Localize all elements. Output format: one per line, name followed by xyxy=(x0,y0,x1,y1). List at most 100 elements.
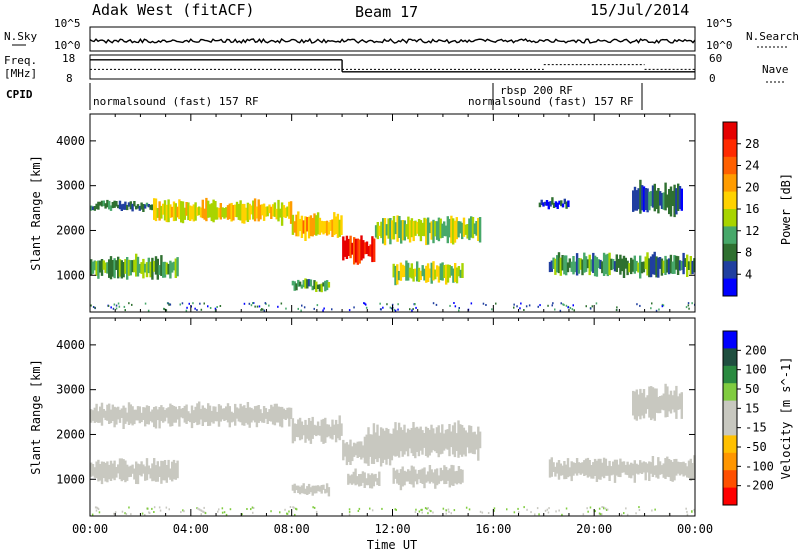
power-noise-cell xyxy=(551,304,553,307)
colorbar-block xyxy=(723,348,737,367)
velocity-echo-cell xyxy=(124,460,127,483)
velocity-echo-cell xyxy=(95,403,98,423)
power-noise-cell xyxy=(571,308,574,311)
power-noise-cell xyxy=(107,304,110,307)
velocity-echo-cell xyxy=(648,461,651,481)
power-echo-cell xyxy=(309,215,313,237)
velocity-echo-cell xyxy=(118,409,122,423)
velocity-echo-cell xyxy=(140,461,143,477)
velocity-echo-cell xyxy=(228,406,231,428)
velocity-noise-cell xyxy=(685,507,687,510)
power-echo-cell xyxy=(606,253,609,277)
velocity-echo-cell xyxy=(329,426,332,439)
power-echo-cell xyxy=(199,207,203,218)
velocity-echo-cell xyxy=(354,468,357,486)
colorbar-block xyxy=(723,418,737,436)
power-echo-cell xyxy=(99,201,102,206)
power-heatmap-cells xyxy=(90,179,696,312)
velocity-echo-cell xyxy=(659,396,662,414)
velocity-noise-cell xyxy=(442,507,445,510)
velocity-noise-cell xyxy=(294,513,296,516)
velocity-echo-cell xyxy=(586,457,590,478)
velocity-echo-cell xyxy=(417,428,421,457)
velocity-echo-cell xyxy=(622,461,626,473)
power-echo-cell xyxy=(304,216,307,241)
y-tick-label: 4000 xyxy=(56,338,85,352)
power-echo-cell xyxy=(338,219,341,237)
velocity-echo-cell xyxy=(318,486,322,492)
power-echo-cell xyxy=(394,222,397,235)
power-echo-cell xyxy=(396,215,399,242)
velocity-noise-cell xyxy=(582,513,585,516)
power-echo-cell xyxy=(124,259,127,274)
velocity-noise-cell xyxy=(95,506,98,509)
velocity-echo-cell xyxy=(468,425,471,454)
power-echo-cell xyxy=(264,206,268,217)
velocity-echo-cell xyxy=(348,475,352,484)
power-echo-cell xyxy=(109,205,113,211)
power-echo-cell xyxy=(561,203,565,208)
velocity-echo-cell xyxy=(548,459,552,478)
power-echo-cell xyxy=(631,259,635,272)
velocity-echo-cell xyxy=(385,427,388,450)
velocity-echo-cell xyxy=(455,433,458,451)
velocity-echo-cell xyxy=(167,459,170,478)
velocity-echo-cell xyxy=(239,403,242,423)
velocity-echo-cell xyxy=(414,469,417,482)
power-echo-cell xyxy=(117,256,120,279)
power-echo-cell xyxy=(559,257,562,276)
power-echo-cell xyxy=(405,260,408,281)
velocity-echo-cell xyxy=(403,470,406,486)
power-echo-cell xyxy=(117,204,120,209)
velocity-echo-cell xyxy=(367,427,370,460)
velocity-noise-cell xyxy=(217,510,219,513)
power-echo-cell xyxy=(462,217,466,237)
power-noise-cell xyxy=(525,305,528,308)
velocity-echo-cell xyxy=(185,404,188,424)
velocity-echo-cell xyxy=(363,472,366,488)
velocity-echo-cell xyxy=(280,406,284,428)
velocity-echo-cell xyxy=(210,410,213,423)
velocity-echo-cell xyxy=(671,461,674,482)
power-echo-cell xyxy=(613,261,617,272)
power-echo-cell xyxy=(100,200,104,207)
velocity-noise-cell xyxy=(430,510,432,513)
velocity-echo-cell xyxy=(235,407,239,419)
power-echo-cell xyxy=(572,256,575,275)
velocity-noise-cell xyxy=(594,510,596,513)
power-echo-cell xyxy=(554,201,558,208)
power-echo-cell xyxy=(167,199,170,223)
power-panel: Slant Range [km] 1000 2000 3000 4000 xyxy=(29,113,696,313)
power-echo-cell xyxy=(419,220,423,242)
velocity-echo-cell xyxy=(342,439,345,461)
power-echo-cell xyxy=(588,254,591,276)
power-y-ticks: 1000 2000 3000 4000 xyxy=(56,134,695,282)
velocity-echo-cell xyxy=(255,405,259,428)
velocity-echo-cell xyxy=(147,406,150,425)
power-echo-cell xyxy=(169,260,172,279)
velocity-noise-cell xyxy=(203,506,205,509)
power-noise-cell xyxy=(389,306,392,309)
velocity-echo-cell xyxy=(316,485,320,492)
power-echo-cell xyxy=(325,280,329,291)
power-echo-cell xyxy=(302,280,305,288)
velocity-noise-cell xyxy=(148,511,150,514)
colorbar-tick-label: 100 xyxy=(745,363,767,377)
power-echo-cell xyxy=(363,242,367,255)
velocity-echo-cell xyxy=(660,465,664,475)
velocity-noise-cell xyxy=(128,506,130,509)
velocity-echo-cell xyxy=(122,459,125,481)
velocity-echo-cell xyxy=(374,473,377,482)
x-tick-label: 20:00 xyxy=(576,522,612,536)
power-echo-cell xyxy=(142,204,145,212)
velocity-noise-cell xyxy=(493,509,495,512)
velocity-echo-cell xyxy=(432,428,435,451)
velocity-echo-cell xyxy=(401,466,404,487)
power-echo-cell xyxy=(669,254,673,274)
power-echo-cell xyxy=(295,214,298,237)
velocity-echo-cell xyxy=(174,463,177,480)
velocity-noise-cell xyxy=(547,511,550,514)
power-echo-cell xyxy=(644,188,647,210)
velocity-echo-cell xyxy=(657,396,660,414)
power-echo-cell xyxy=(653,183,656,212)
